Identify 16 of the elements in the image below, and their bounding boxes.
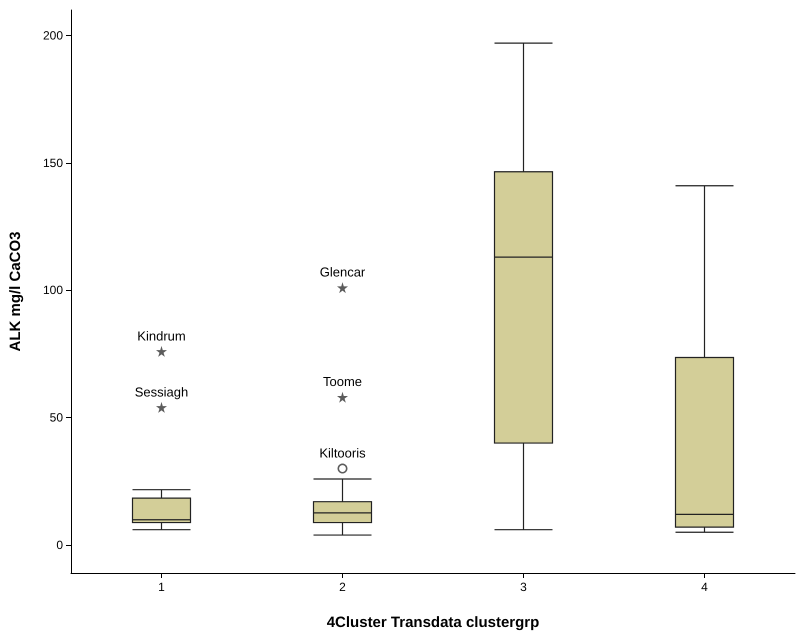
annotation: Toome [322, 374, 362, 390]
annotation: Sessiagh [134, 384, 188, 400]
y-tick-label: 150 [42, 156, 64, 170]
annotation: Kindrum [137, 328, 186, 344]
annotation: Glencar [320, 264, 366, 280]
x-axis-title: 4Cluster Transdata clustergrp [326, 614, 540, 631]
y-tick-label: 100 [42, 283, 64, 298]
x-tick-label: 4 [701, 580, 708, 594]
x-tick-label: 1 [158, 580, 166, 594]
x-tick-label: 2 [339, 580, 346, 594]
annotation: Kiltooris [319, 446, 366, 461]
y-tick-label: 200 [42, 28, 64, 42]
y-tick-label: 50 [50, 410, 64, 425]
y-tick-label: 0 [56, 538, 64, 552]
y-axis-title: ALK mg/l CaCO3 [7, 231, 24, 352]
x-tick-label: 3 [520, 580, 528, 594]
